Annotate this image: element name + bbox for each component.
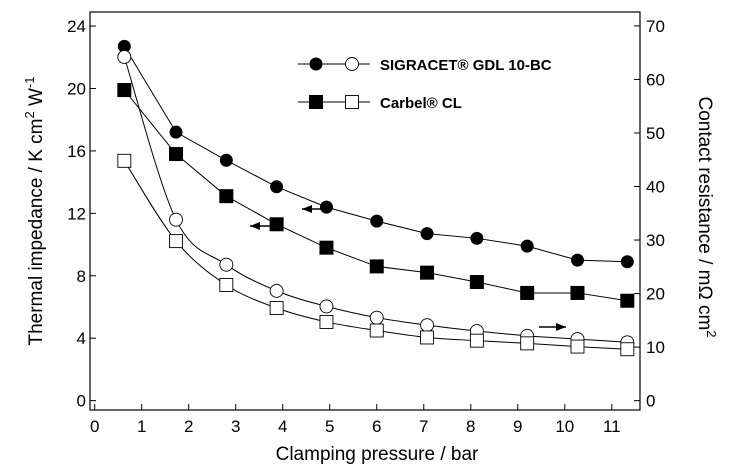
legend-label: Carbel® CL [380, 95, 462, 112]
legend-marker-filled [309, 95, 323, 109]
y-right-tick-label: 70 [646, 17, 665, 36]
x-tick-label: 0 [90, 417, 99, 436]
data-point [620, 293, 635, 308]
data-point [520, 285, 535, 300]
data-point [269, 283, 284, 298]
data-point [270, 180, 284, 194]
data-point [319, 299, 334, 314]
annotation-group [250, 205, 566, 331]
data-point [319, 240, 334, 255]
arrow-right-resistance [539, 323, 566, 331]
arrow-head [556, 323, 566, 331]
data-point [269, 301, 284, 315]
data-point [169, 234, 183, 249]
data-point [570, 253, 584, 267]
x-tick-label: 8 [466, 417, 475, 436]
data-point [520, 336, 535, 351]
x-tick-label: 1 [137, 417, 146, 436]
data-point [520, 239, 534, 253]
data-point [369, 323, 384, 338]
data-point [117, 153, 132, 168]
series-line [123, 46, 628, 263]
y-left-tick-label: 16 [67, 142, 86, 161]
arrow-head [250, 222, 260, 230]
series-line [123, 56, 628, 343]
data-point [420, 318, 435, 333]
data-point [469, 333, 484, 348]
y-right-tick-label: 60 [646, 70, 665, 89]
y-left-tick-label: 20 [67, 79, 86, 98]
data-point [620, 255, 634, 269]
data-point [570, 339, 585, 354]
y-left-tick-label: 0 [77, 392, 86, 411]
data-point [117, 50, 132, 64]
data-point [420, 330, 435, 345]
legend-marker-open [345, 95, 359, 109]
series-1 [117, 83, 635, 308]
data-point [369, 310, 384, 325]
arrow-head [302, 205, 312, 213]
axis-labels: Clamping pressure / bar Thermal impedance… [22, 76, 719, 465]
x-tick-label: 11 [603, 417, 621, 436]
legend-marker-open [345, 57, 359, 71]
y-right-tick-label: 50 [646, 124, 665, 143]
y-right-tick-label: 20 [646, 285, 665, 304]
data-point [570, 285, 585, 300]
y-left-tick-label: 24 [67, 17, 86, 36]
y-left-tick-label: 8 [77, 267, 86, 286]
y-right-tick-label: 0 [646, 392, 655, 411]
x-tick-label: 3 [231, 417, 240, 436]
data-point [219, 189, 234, 204]
y-left-tick-label: 12 [67, 204, 86, 223]
data-point [169, 212, 183, 227]
data-point [470, 231, 484, 245]
y-right-tick-label: 10 [646, 338, 665, 357]
y-right-axis-label: Contact resistance / mΩ cm2 [694, 96, 719, 337]
y-right-tick-label: 30 [646, 231, 665, 250]
series-3 [117, 153, 635, 357]
x-tick-label: 4 [278, 417, 287, 436]
arrow-left-carbel [250, 222, 276, 230]
data-point [370, 214, 384, 228]
data-point [169, 147, 184, 162]
x-axis-label: Clamping pressure / bar [276, 444, 479, 465]
data-point [219, 257, 234, 272]
legend-marker-filled [309, 57, 323, 71]
data-point [117, 83, 132, 98]
x-tick-label: 2 [184, 417, 193, 436]
data-point [369, 259, 384, 274]
arrow-left-gdl [302, 205, 326, 213]
data-point [469, 275, 484, 290]
legend: SIGRACET® GDL 10-BC Carbel® CL [298, 57, 552, 112]
data-point [269, 217, 284, 232]
x-tick-label: 9 [513, 417, 522, 436]
x-tick-label: 6 [372, 417, 381, 436]
series-group [117, 39, 635, 357]
series-0 [117, 39, 634, 269]
series-2 [117, 50, 635, 350]
data-point [620, 342, 635, 357]
data-point [219, 278, 234, 292]
y-left-axis-label: Thermal impedance / K cm2 W-1 [22, 76, 47, 345]
x-tick-label: 7 [419, 417, 428, 436]
x-tick-label: 5 [325, 417, 334, 436]
data-point [219, 153, 233, 167]
legend-label: SIGRACET® GDL 10-BC [380, 57, 552, 74]
data-point [420, 227, 434, 241]
plot-frame [89, 11, 641, 411]
data-point [319, 314, 334, 329]
x-tick-label: 10 [555, 417, 574, 436]
data-point [169, 125, 183, 139]
legend-item-0: SIGRACET® GDL 10-BC [298, 57, 552, 74]
y-right-tick-label: 40 [646, 178, 665, 197]
legend-item-1: Carbel® CL [298, 95, 462, 112]
y-left-tick-label: 4 [77, 329, 86, 348]
data-point [420, 265, 435, 280]
data-point [319, 200, 333, 214]
